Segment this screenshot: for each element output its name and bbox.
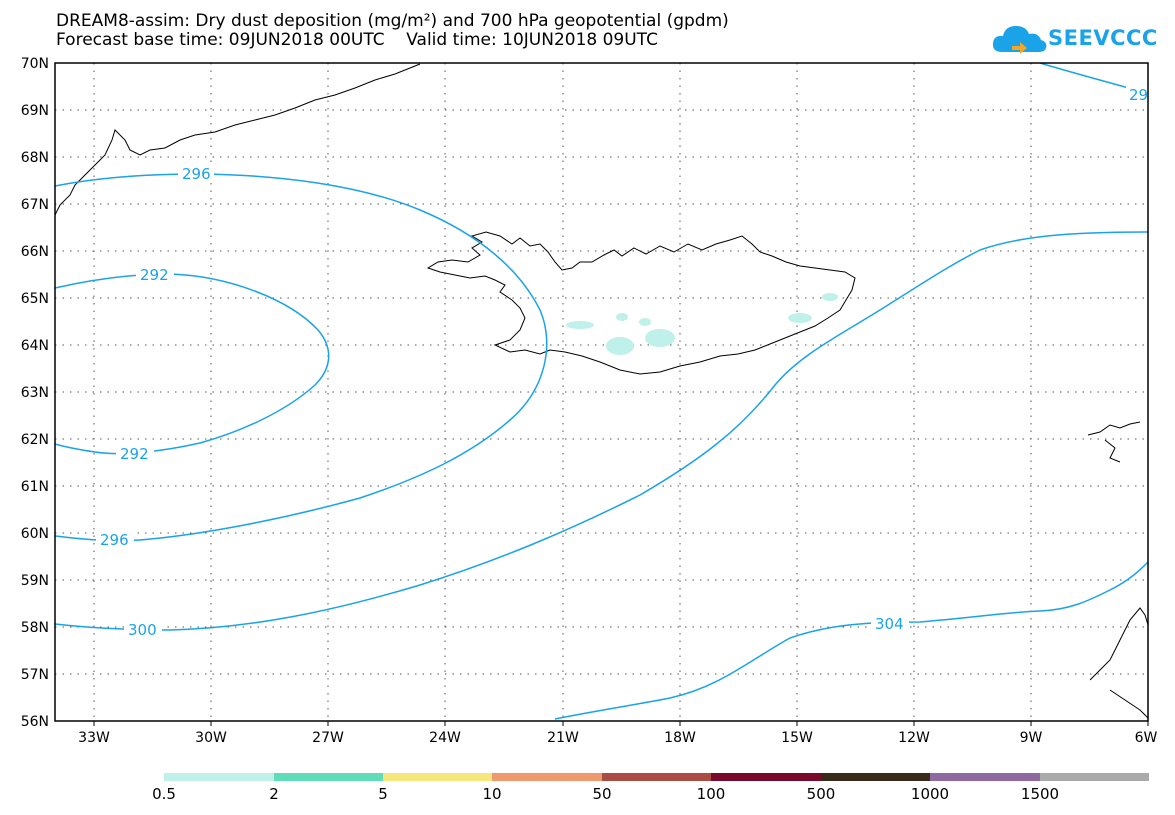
dust-deposition-areas <box>566 293 838 355</box>
contour-label-292-top: 292 <box>140 266 169 284</box>
legend-label: 0.5 <box>152 785 176 803</box>
legend-label: 1000 <box>910 785 950 803</box>
legend-swatch <box>711 773 821 781</box>
contour-upper-right <box>1039 62 1149 93</box>
lat-label: 62N <box>21 432 49 448</box>
legend-swatch <box>930 773 1040 781</box>
legend-swatch <box>1040 773 1149 781</box>
lon-label: 24W <box>429 730 461 746</box>
contour-296-north <box>54 173 548 542</box>
contour-label-300: 300 <box>128 621 157 639</box>
lat-label: 60N <box>21 526 49 542</box>
tick-marks <box>93 721 1149 726</box>
lon-label: 21W <box>547 730 579 746</box>
lon-label: 15W <box>781 730 813 746</box>
geopotential-contours <box>54 62 1149 720</box>
greenland-coast <box>54 63 421 216</box>
legend-label: 5 <box>378 785 388 803</box>
contour-label-296-top: 296 <box>182 165 211 183</box>
seevccc-logo: SEEVCCC <box>990 18 1157 60</box>
legend-label: 2 <box>269 785 279 803</box>
legend-swatch <box>602 773 711 781</box>
lat-label: 69N <box>21 103 49 119</box>
contour-label-292-bottom: 292 <box>120 445 149 463</box>
latitude-labels: 70N 69N 68N 67N 66N 65N 64N 63N 62N 61N … <box>21 56 49 730</box>
lat-label: 63N <box>21 385 49 401</box>
lon-label: 9W <box>1020 730 1043 746</box>
contour-label-304: 304 <box>875 615 904 633</box>
contour-292 <box>54 273 330 455</box>
lat-label: 67N <box>21 197 49 213</box>
lat-label: 56N <box>21 714 49 730</box>
lon-label: 6W <box>1135 730 1158 746</box>
lat-label: 58N <box>21 620 49 636</box>
cloud-icon <box>992 26 1047 54</box>
map-frame <box>54 62 1149 722</box>
lon-label: 27W <box>312 730 344 746</box>
legend-swatch <box>274 773 383 781</box>
map-title: DREAM8-assim: Dry dust deposition (mg/m²… <box>56 11 729 31</box>
lat-label: 66N <box>21 244 49 260</box>
legend-swatch <box>164 773 274 781</box>
legend-label: 1500 <box>1020 785 1060 803</box>
faroe-shetland-coast <box>1087 421 1141 463</box>
legend-colorbar <box>164 773 1149 781</box>
lon-label: 12W <box>898 730 930 746</box>
map-subtitle: Forecast base time: 09JUN2018 00UTC Vali… <box>56 30 658 50</box>
contour-label-upper-right: 29 <box>1129 86 1148 104</box>
lon-label: 30W <box>195 730 227 746</box>
legend-swatch <box>383 773 492 781</box>
lon-label: 33W <box>78 730 110 746</box>
lat-label: 65N <box>21 291 49 307</box>
longitude-labels: 33W 30W 27W 24W 21W 18W 15W 12W 9W 6W <box>78 730 1157 746</box>
lat-label: 57N <box>21 667 49 683</box>
lon-label: 18W <box>664 730 696 746</box>
legend-swatch <box>821 773 930 781</box>
lat-label: 61N <box>21 479 49 495</box>
coastlines <box>54 63 1149 719</box>
contour-label-296-bottom: 296 <box>100 531 129 549</box>
legend-swatch <box>492 773 602 781</box>
lat-label: 64N <box>21 338 49 354</box>
logo-text: SEEVCCC <box>1048 26 1158 50</box>
legend-label: 500 <box>806 785 836 803</box>
legend-label: 50 <box>592 785 612 803</box>
iceland-coast <box>426 231 856 375</box>
gridlines <box>55 63 1148 721</box>
legend-label: 100 <box>696 785 726 803</box>
contour-304 <box>554 561 1149 720</box>
lat-label: 59N <box>21 573 49 589</box>
scotland-coast <box>1089 607 1149 719</box>
legend-label: 10 <box>482 785 502 803</box>
contour-labels: 296 292 292 296 300 304 29 <box>96 86 1148 639</box>
contour-300 <box>54 231 1149 631</box>
lat-label: 70N <box>21 56 49 72</box>
lat-label: 68N <box>21 150 49 166</box>
